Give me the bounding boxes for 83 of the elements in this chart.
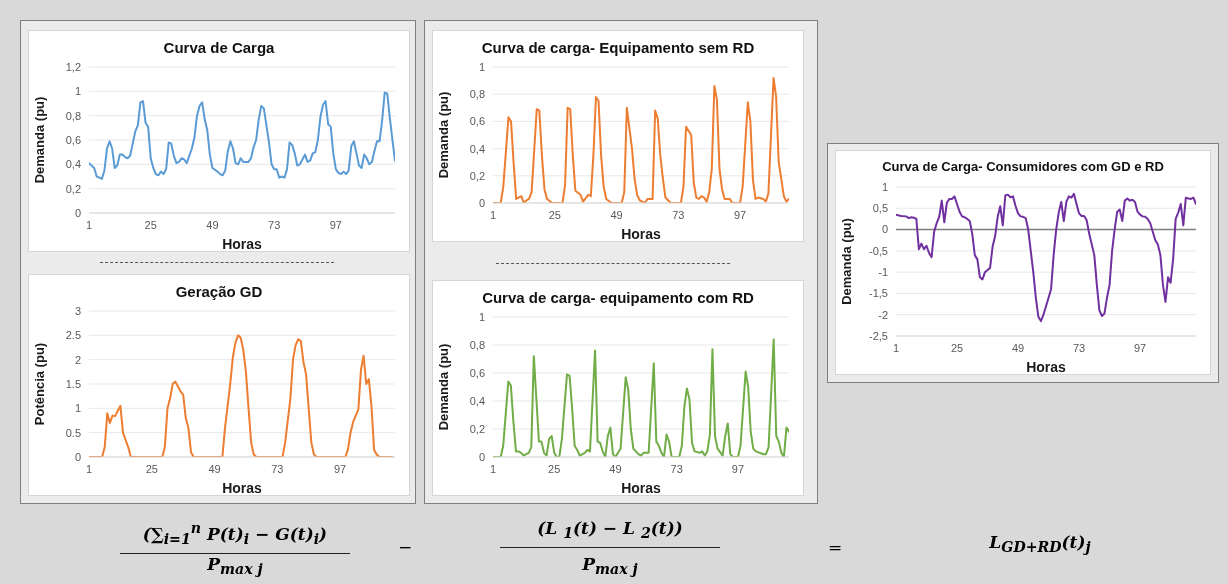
- y-tick-label: 1.5: [65, 377, 81, 390]
- chart-title: Curva de Carga: [163, 39, 275, 56]
- y-tick-label: -2: [878, 308, 888, 321]
- x-tick-label: 49: [208, 462, 221, 475]
- y-tick-label: 1: [74, 402, 81, 415]
- chart-title: Curva de carga- Equipamento sem RD: [481, 39, 755, 56]
- y-tick-label: 0,6: [469, 366, 485, 379]
- text: −: [396, 536, 414, 559]
- y-tick-label: -2,5: [869, 329, 888, 342]
- x-tick-label: 1: [85, 218, 93, 231]
- y-tick-label: 0,2: [65, 182, 81, 195]
- x-axis-title: Horas: [222, 236, 263, 252]
- y-tick-label: 0,8: [469, 338, 485, 351]
- y-tick-label: 1,2: [65, 60, 81, 73]
- x-tick-label: 25: [548, 208, 561, 221]
- line-series: [89, 91, 395, 180]
- x-tick-label: 97: [1133, 341, 1147, 354]
- y-tick-label: 0,2: [469, 169, 485, 182]
- x-tick-label: 49: [610, 208, 623, 221]
- y-tick-label: 0: [478, 196, 485, 209]
- y-tick-label: 0: [881, 223, 888, 236]
- x-tick-label: 25: [145, 462, 158, 475]
- x-tick-label: 49: [609, 462, 622, 475]
- x-tick-label: 73: [268, 218, 281, 231]
- text: P$_{max j}$: [206, 553, 264, 580]
- text: =: [826, 536, 844, 559]
- x-tick-label: 1: [892, 341, 900, 354]
- y-tick-label: 0,5: [872, 202, 888, 215]
- x-tick-label: 25: [144, 218, 157, 231]
- y-tick-label: 0: [74, 206, 81, 219]
- y-tick-label: 1: [478, 310, 485, 323]
- chart-title: Curva de carga- equipamento com RD: [482, 289, 754, 306]
- chart-title: Curva de Carga- Consumidores com GD e RD: [882, 159, 1164, 174]
- x-tick-label: 25: [548, 462, 561, 475]
- x-tick-label: 97: [329, 218, 342, 231]
- x-tick-label: 97: [333, 462, 347, 475]
- text: L$_{GD+RD}$(t)$_{j}$: [988, 531, 1092, 558]
- text: (∑$_{i=1}$$^{n}$ P(t)$_{i}$ − G(t)$_{i}$): [120, 516, 350, 555]
- x-tick-label: 25: [950, 341, 964, 354]
- y-axis-title: Demanda (pu): [838, 218, 854, 305]
- y-axis-title: Demanda (pu): [31, 96, 47, 184]
- line-series: [896, 192, 1196, 323]
- x-tick-label: 49: [206, 218, 219, 231]
- y-tick-label: 0,8: [65, 109, 81, 122]
- x-tick-label: 1: [489, 462, 497, 475]
- y-tick-label: 1: [74, 85, 81, 98]
- y-tick-label: 0,4: [469, 142, 485, 155]
- y-tick-label: 0.5: [65, 426, 81, 439]
- x-axis-title: Horas: [1026, 359, 1067, 375]
- chart-title: Geração GD: [175, 283, 263, 300]
- y-tick-label: 0,6: [469, 115, 485, 128]
- y-tick-label: 0,4: [65, 158, 81, 171]
- y-tick-label: 0,2: [469, 422, 485, 435]
- y-tick-label: 0,8: [469, 88, 485, 101]
- y-axis-title: Potência (pu): [31, 342, 47, 426]
- y-tick-label: 3: [74, 304, 81, 317]
- y-tick-label: 1: [881, 180, 888, 193]
- y-axis-title: Demanda (pu): [435, 91, 451, 179]
- y-tick-label: -1: [878, 266, 888, 279]
- text: (L $_{1}$(t) − L $_{2}$(t)): [500, 516, 720, 549]
- x-axis-title: Horas: [621, 226, 662, 242]
- x-tick-label: 73: [670, 462, 683, 475]
- y-tick-label: -1,5: [869, 287, 888, 300]
- y-tick-label: 0,4: [469, 394, 485, 407]
- y-axis-title: Demanda (pu): [435, 343, 451, 431]
- y-tick-label: 1: [478, 60, 485, 73]
- y-tick-label: 0: [478, 450, 485, 463]
- y-tick-label: 0: [74, 450, 81, 463]
- x-axis-title: Horas: [621, 480, 662, 496]
- y-tick-label: 2: [74, 353, 81, 366]
- x-tick-label: 73: [672, 208, 685, 221]
- y-tick-label: 2.5: [65, 329, 81, 342]
- text: P$_{max j}$: [581, 553, 639, 580]
- x-tick-label: 73: [1072, 341, 1086, 354]
- y-tick-label: 0,6: [65, 133, 81, 146]
- x-axis-title: Horas: [222, 480, 263, 496]
- x-tick-label: 97: [733, 208, 747, 221]
- y-tick-label: -0,5: [869, 244, 888, 257]
- x-tick-label: 73: [271, 462, 284, 475]
- x-tick-label: 49: [1011, 341, 1025, 354]
- x-tick-label: 1: [489, 208, 497, 221]
- x-tick-label: 1: [85, 462, 93, 475]
- x-tick-label: 97: [731, 462, 745, 475]
